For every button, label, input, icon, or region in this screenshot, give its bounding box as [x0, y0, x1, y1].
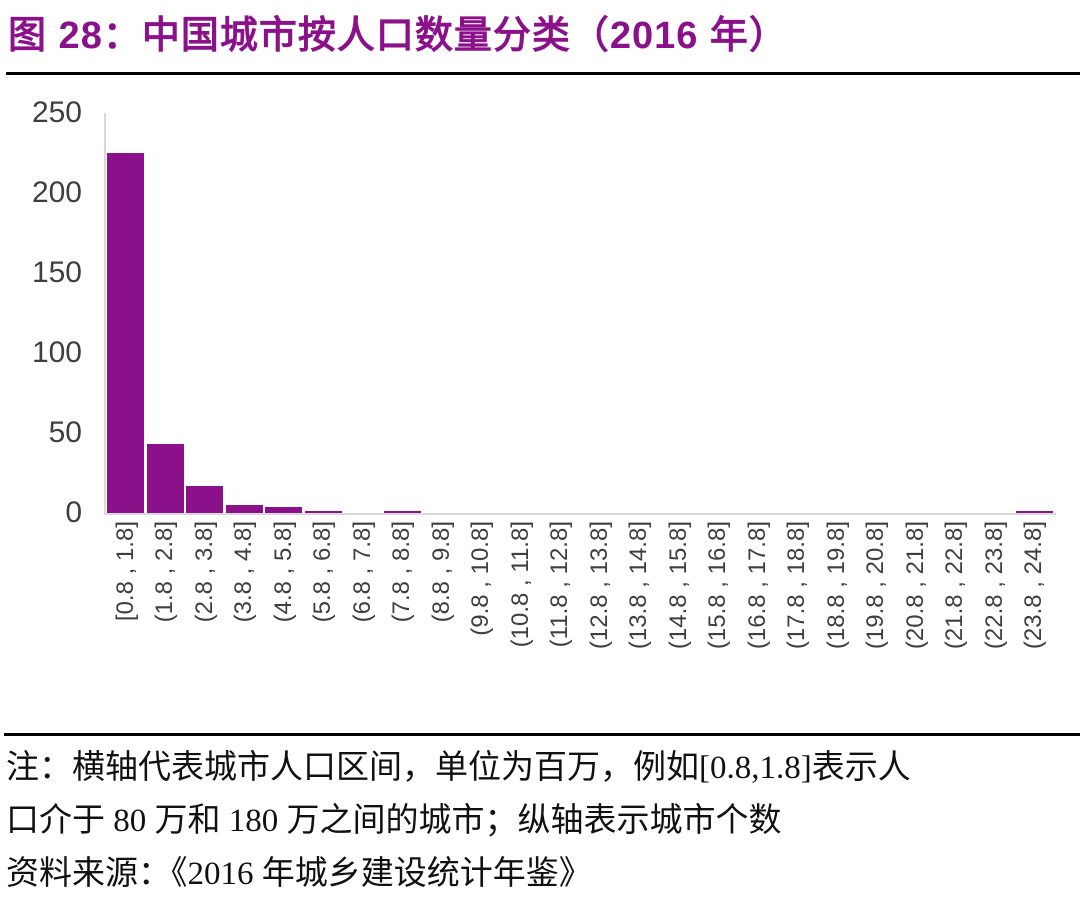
x-axis-label-slot: (15.8 , 16.8] — [699, 521, 739, 721]
x-axis-label-slot: [0.8 , 1.8] — [106, 521, 146, 721]
bar-slot — [975, 113, 1015, 513]
x-axis-tick-label: (19.8 , 20.8] — [862, 521, 890, 650]
x-axis-tick-label: (11.8 , 12.8] — [546, 521, 574, 648]
bar-slot — [738, 113, 778, 513]
x-axis-label-slot: (9.8 , 10.8] — [462, 521, 502, 721]
x-axis-tick-label: (12.8 , 13.8] — [585, 521, 613, 650]
y-axis-tick-label: 100 — [31, 336, 82, 369]
bar-slot — [699, 113, 739, 513]
x-axis-tick-label: (22.8 , 23.8] — [980, 521, 1008, 650]
y-axis-tick-label: 50 — [48, 416, 82, 449]
bar-slot — [185, 113, 225, 513]
bar-slot — [304, 113, 344, 513]
bar-slot — [146, 113, 186, 513]
bar — [1015, 511, 1053, 513]
bar-slot — [936, 113, 976, 513]
plot-area — [104, 113, 1056, 515]
x-axis-tick-label: (13.8 , 14.8] — [625, 521, 653, 650]
x-axis-tick-label: (4.8 , 5.8] — [269, 521, 297, 623]
bar-slot — [264, 113, 304, 513]
x-axis-tick-label: (3.8 , 4.8] — [230, 521, 258, 623]
bar-slot — [541, 113, 581, 513]
bar-slot — [857, 113, 897, 513]
bar-slot — [659, 113, 699, 513]
x-axis-tick-label: (2.8 , 3.8] — [190, 521, 218, 623]
bar-slot — [817, 113, 857, 513]
bar-slot — [462, 113, 502, 513]
note-divider-line — [4, 733, 1080, 736]
y-axis-tick-label: 150 — [31, 256, 82, 289]
bar — [225, 505, 263, 513]
x-axis-label-slot: (3.8 , 4.8] — [225, 521, 265, 721]
y-axis-tick-label: 200 — [31, 176, 82, 209]
x-axis-tick-label: (6.8 , 7.8] — [348, 521, 376, 623]
x-axis-label-slot: (11.8 , 12.8] — [541, 521, 581, 721]
figure-title: 图 28：中国城市按人口数量分类（2016 年） — [8, 15, 788, 57]
x-axis-label-slot: (21.8 , 22.8] — [936, 521, 976, 721]
bar-slot — [422, 113, 462, 513]
bar — [383, 511, 421, 513]
note-line-2: 口介于 80 万和 180 万之间的城市；纵轴表示城市个数 — [6, 803, 782, 839]
x-axis-label-slot: (2.8 , 3.8] — [185, 521, 225, 721]
x-axis-tick-label: (14.8 , 15.8] — [664, 521, 692, 650]
x-axis-label-slot: (8.8 , 9.8] — [422, 521, 462, 721]
y-axis-tick-label: 0 — [65, 496, 82, 529]
bar-series — [106, 113, 1054, 513]
x-axis-tick-label: (7.8 , 8.8] — [388, 521, 416, 623]
bar — [107, 153, 145, 513]
bar — [265, 506, 303, 513]
x-axis-tick-label: (17.8 , 18.8] — [783, 521, 811, 650]
x-axis-label-slot: (18.8 , 19.8] — [817, 521, 857, 721]
bar — [304, 511, 342, 513]
x-axis-label-slot: (1.8 , 2.8] — [146, 521, 186, 721]
x-axis-tick-label: (18.8 , 19.8] — [822, 521, 850, 650]
bar-slot — [383, 113, 423, 513]
x-axis-labels: [0.8 , 1.8] (1.8 , 2.8] (2.8 , 3.8] (3.8 , … — [106, 521, 1054, 721]
x-axis-label-slot: (22.8 , 23.8] — [975, 521, 1015, 721]
x-axis-label-slot: (14.8 , 15.8] — [659, 521, 699, 721]
x-axis-tick-label: (10.8 , 11.8] — [506, 521, 534, 648]
x-axis-label-slot: (6.8 , 7.8] — [343, 521, 383, 721]
bar-slot — [620, 113, 660, 513]
x-axis-line — [104, 513, 1056, 515]
x-axis-label-slot: (23.8 , 24.8] — [1015, 521, 1055, 721]
x-axis-label-slot: (10.8 , 11.8] — [501, 521, 541, 721]
x-axis-label-slot: (16.8 , 17.8] — [738, 521, 778, 721]
x-axis-label-slot: (5.8 , 6.8] — [304, 521, 344, 721]
bar-slot — [896, 113, 936, 513]
x-axis-label-slot: (17.8 , 18.8] — [778, 521, 818, 721]
x-axis-tick-label: [0.8 , 1.8] — [111, 521, 139, 622]
bar — [186, 485, 224, 513]
x-axis-tick-label: (8.8 , 9.8] — [427, 521, 455, 623]
x-axis-tick-label: (20.8 , 21.8] — [901, 521, 929, 650]
bar-slot — [580, 113, 620, 513]
bar-slot — [106, 113, 146, 513]
x-axis-label-slot: (12.8 , 13.8] — [580, 521, 620, 721]
y-axis-line — [104, 113, 106, 513]
x-axis-tick-label: (15.8 , 16.8] — [704, 521, 732, 650]
note-line-1: 注：横轴代表城市人口区间，单位为百万，例如[0.8,1.8]表示人 — [6, 750, 911, 786]
y-axis-tick-label: 250 — [31, 96, 82, 129]
x-axis-label-slot: (19.8 , 20.8] — [857, 521, 897, 721]
x-axis-tick-label: (1.8 , 2.8] — [151, 521, 179, 623]
x-axis-label-slot: (13.8 , 14.8] — [620, 521, 660, 721]
x-axis-label-slot: (4.8 , 5.8] — [264, 521, 304, 721]
x-axis-tick-label: (5.8 , 6.8] — [309, 521, 337, 623]
bar-slot — [778, 113, 818, 513]
note-line-3: 资料来源：《2016 年城乡建设统计年鉴》 — [6, 856, 592, 892]
bar-slot — [225, 113, 265, 513]
x-axis-label-slot: (20.8 , 21.8] — [896, 521, 936, 721]
x-axis-tick-label: (21.8 , 22.8] — [941, 521, 969, 650]
bar-slot — [343, 113, 383, 513]
x-axis-label-slot: (7.8 , 8.8] — [383, 521, 423, 721]
x-axis-tick-label: (23.8 , 24.8] — [1020, 521, 1048, 650]
x-axis-tick-label: (16.8 , 17.8] — [743, 521, 771, 650]
figure-notes: 注：横轴代表城市人口区间，单位为百万，例如[0.8,1.8]表示人 口介于 80… — [6, 742, 1074, 901]
bar-slot — [501, 113, 541, 513]
title-divider-line — [6, 72, 1080, 75]
bar — [146, 444, 184, 513]
bar-slot — [1015, 113, 1055, 513]
x-axis-tick-label: (9.8 , 10.8] — [467, 521, 495, 636]
